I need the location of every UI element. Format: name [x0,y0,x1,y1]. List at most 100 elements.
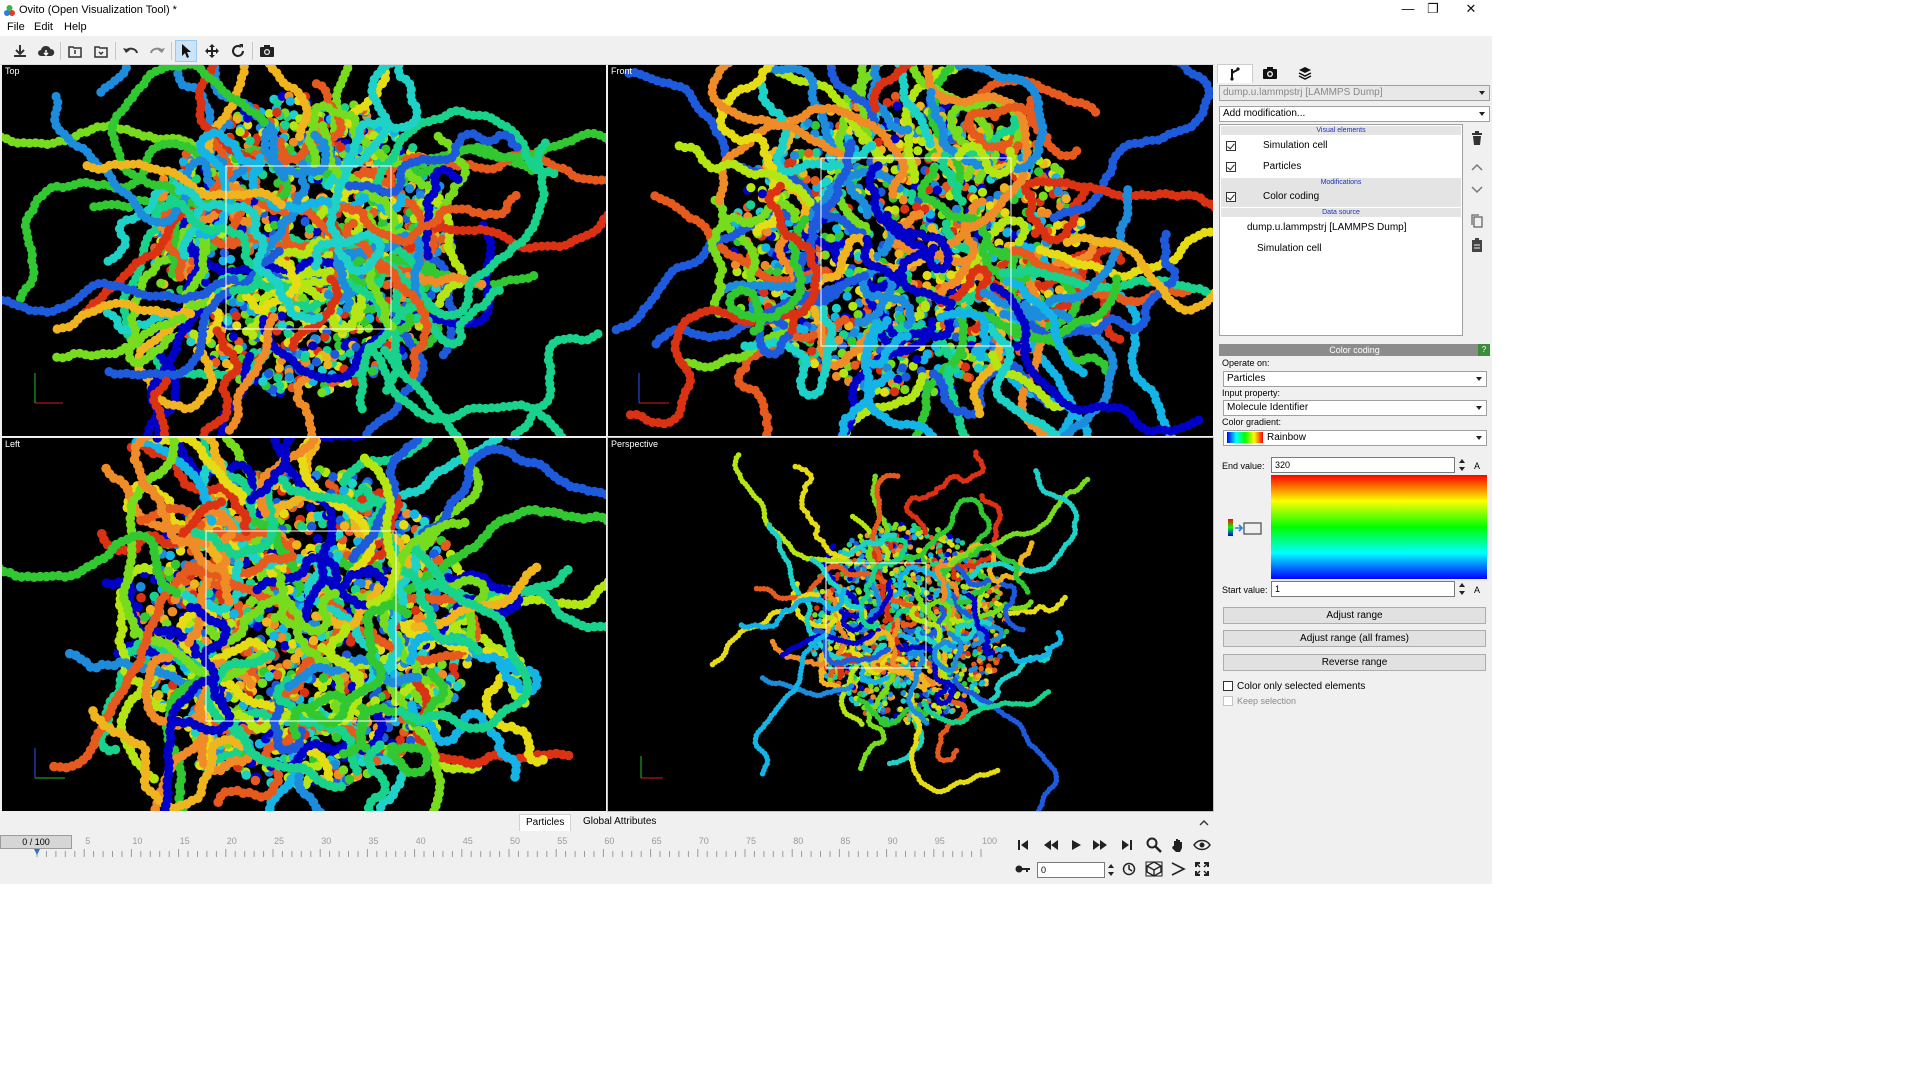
add-modification-label: Add modification... [1223,108,1306,119]
timeline-tick-label: 35 [368,836,378,846]
redo-icon[interactable] [146,40,168,62]
zoom-icon[interactable] [1143,834,1165,856]
reverse-range-button[interactable]: Reverse range [1223,654,1486,671]
pipeline-item-particles[interactable]: Particles [1221,157,1461,177]
maximize-viewport-icon[interactable] [1191,858,1213,880]
select-mode-icon[interactable] [175,40,197,62]
color-only-selected-checkbox[interactable] [1223,681,1233,691]
undo-icon[interactable] [120,40,142,62]
viewport-top[interactable]: Top [2,65,606,436]
layers-icon [1298,67,1312,80]
viewport-front[interactable]: Front [608,65,1213,436]
import-remote-icon[interactable] [35,40,57,62]
tab-particles[interactable]: Particles [519,814,572,831]
viewport-caption[interactable]: Left [5,439,21,449]
render-icon[interactable] [256,40,278,62]
viewport-left[interactable]: Left [2,438,606,811]
rotate-mode-icon[interactable] [227,40,249,62]
end-value-field[interactable]: 320 [1271,457,1455,473]
pipeline-tab[interactable] [1217,64,1253,83]
save-session-icon[interactable] [90,40,112,62]
adjust-range-all-frames-button[interactable]: Adjust range (all frames) [1223,630,1486,647]
timeline-tick-label: 65 [652,836,662,846]
pipeline-item-data-cell[interactable]: Simulation cell [1221,239,1461,259]
timeline-tick-label: 100 [982,836,997,846]
end-value-spinner-icon[interactable] [1457,457,1467,473]
render-tab[interactable] [1253,64,1287,82]
viewport-caption[interactable]: Perspective [611,439,659,449]
timeline-tick-label: 50 [510,836,520,846]
zoom-scene-extents-icon[interactable] [1143,858,1165,880]
start-value-lock[interactable]: A [1474,585,1481,595]
current-frame-spinner[interactable]: 0 [1037,862,1105,878]
end-value-lock[interactable]: A [1474,461,1481,471]
pipeline-selector[interactable]: dump.u.lammpstrj [LAMMPS Dump] [1219,85,1490,101]
visibility-checkbox[interactable] [1226,141,1236,151]
enable-checkbox[interactable] [1226,192,1236,202]
menu-file[interactable]: File [7,21,25,33]
fov-icon[interactable] [1167,858,1189,880]
import-file-icon[interactable] [9,40,31,62]
orbit-eye-icon[interactable] [1191,834,1213,856]
data-inspector-tabs: Particles Global Attributes [0,813,1215,831]
frame-spinner-arrows-icon[interactable] [1106,862,1116,878]
timeline-tick-label: 5 [85,836,90,846]
add-modification-dropdown[interactable]: Add modification... [1219,106,1490,122]
start-value-spinner-icon[interactable] [1457,581,1467,597]
input-property-select[interactable]: Molecule Identifier [1223,400,1487,416]
clipboard-icon[interactable] [1469,237,1485,253]
viewport-caption[interactable]: Front [611,66,633,76]
timeline-tick-label: 10 [132,836,142,846]
pipeline-item-simulation-cell[interactable]: Simulation cell [1221,136,1461,156]
move-mode-icon[interactable] [201,40,223,62]
keep-selection-checkbox[interactable] [1223,696,1233,706]
tab-global-attributes[interactable]: Global Attributes [583,816,657,827]
toolbar-separator [115,42,116,60]
trash-icon[interactable] [1469,130,1485,146]
pan-icon[interactable] [1167,834,1189,856]
timeline-tick-label: 90 [888,836,898,846]
help-icon[interactable]: ? [1478,344,1490,356]
color-gradient-preview [1271,475,1487,579]
end-value-text: 320 [1275,460,1291,470]
time-slider[interactable]: 0 / 100 5 10 15 20 25 30 35 40 45 50 55 60 65 70 75 80 8… [0,831,1010,883]
export-legend-icon[interactable] [1227,518,1263,538]
adjust-range-button[interactable]: Adjust range [1223,607,1486,624]
auto-key-icon[interactable] [1012,858,1034,880]
current-frame-marker[interactable] [34,849,40,855]
goto-end-icon[interactable] [1116,834,1138,856]
restore-icon[interactable]: ❐ [1427,1,1439,16]
animation-settings-icon[interactable] [1118,858,1140,880]
start-value-label: Start value: [1222,585,1268,595]
pipeline-item-data-source[interactable]: dump.u.lammpstrj [LAMMPS Dump] [1221,218,1461,238]
timeline-tick-label: 15 [180,836,190,846]
previous-frame-icon[interactable] [1040,834,1062,856]
operate-on-select[interactable]: Particles [1223,371,1487,387]
minimize-icon[interactable]: — [1401,1,1415,16]
viewport-caption[interactable]: Top [5,66,20,76]
end-value-label: End value: [1222,461,1265,471]
viewport-perspective[interactable]: Perspective [607,437,1214,812]
timeline-tick-label: 45 [463,836,473,846]
load-session-icon[interactable] [64,40,86,62]
viewport-front-scene [611,65,1213,436]
move-up-icon[interactable] [1469,159,1485,175]
color-only-selected-label: Color only selected elements [1237,681,1366,692]
chevron-up-icon[interactable] [1199,819,1209,826]
menu-help[interactable]: Help [64,21,87,33]
play-icon[interactable] [1065,834,1087,856]
visibility-checkbox[interactable] [1226,162,1236,172]
copy-icon[interactable] [1469,213,1485,229]
goto-start-icon[interactable] [1012,834,1034,856]
next-frame-icon[interactable] [1089,834,1111,856]
timeline-tick-label: 40 [416,836,426,846]
pipeline-item-color-coding[interactable]: Color coding [1221,187,1461,207]
color-gradient-select[interactable]: Rainbow [1223,430,1487,446]
move-down-icon[interactable] [1469,182,1485,198]
menu-edit[interactable]: Edit [34,21,53,33]
pipeline-selector-value: dump.u.lammpstrj [LAMMPS Dump] [1223,87,1383,98]
start-value-field[interactable]: 1 [1271,581,1455,597]
frame-indicator[interactable]: 0 / 100 [0,835,72,849]
layers-tab[interactable] [1288,64,1322,82]
close-icon[interactable]: ✕ [1465,1,1477,16]
